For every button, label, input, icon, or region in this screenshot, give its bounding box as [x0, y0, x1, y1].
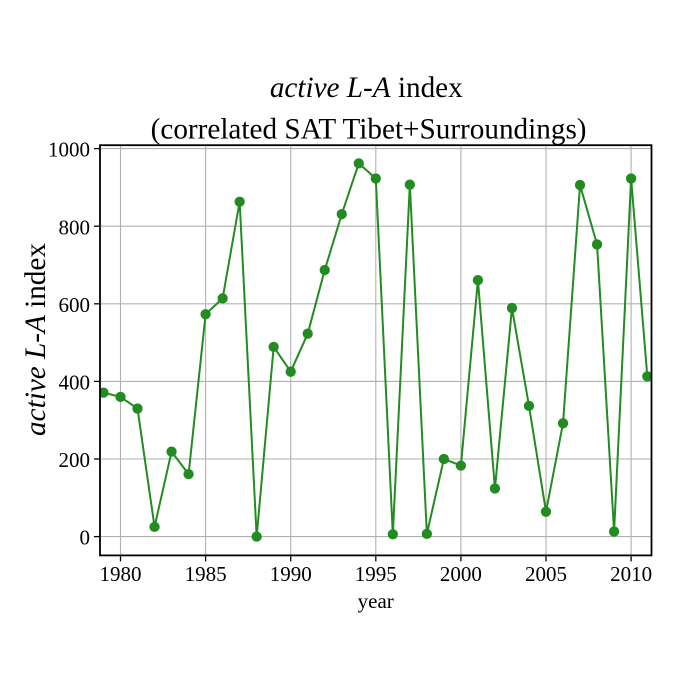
svg-text:1985: 1985: [185, 562, 227, 586]
svg-text:1990: 1990: [270, 562, 312, 586]
svg-text:active L-A index: active L-A index: [270, 72, 463, 104]
svg-text:2005: 2005: [525, 562, 567, 586]
svg-text:2010: 2010: [610, 562, 652, 586]
svg-text:(correlated SAT Tibet+Surround: (correlated SAT Tibet+Surroundings): [151, 114, 587, 146]
svg-text:400: 400: [59, 371, 91, 395]
svg-text:200: 200: [59, 448, 91, 472]
svg-text:year: year: [358, 589, 394, 613]
svg-text:800: 800: [59, 215, 91, 239]
svg-text:1980: 1980: [100, 562, 142, 586]
svg-text:0: 0: [80, 526, 91, 550]
svg-text:2000: 2000: [440, 562, 482, 586]
svg-text:1000: 1000: [48, 138, 90, 162]
svg-text:600: 600: [59, 293, 91, 317]
svg-text:active L-A index: active L-A index: [20, 243, 52, 436]
svg-text:1995: 1995: [355, 562, 397, 586]
